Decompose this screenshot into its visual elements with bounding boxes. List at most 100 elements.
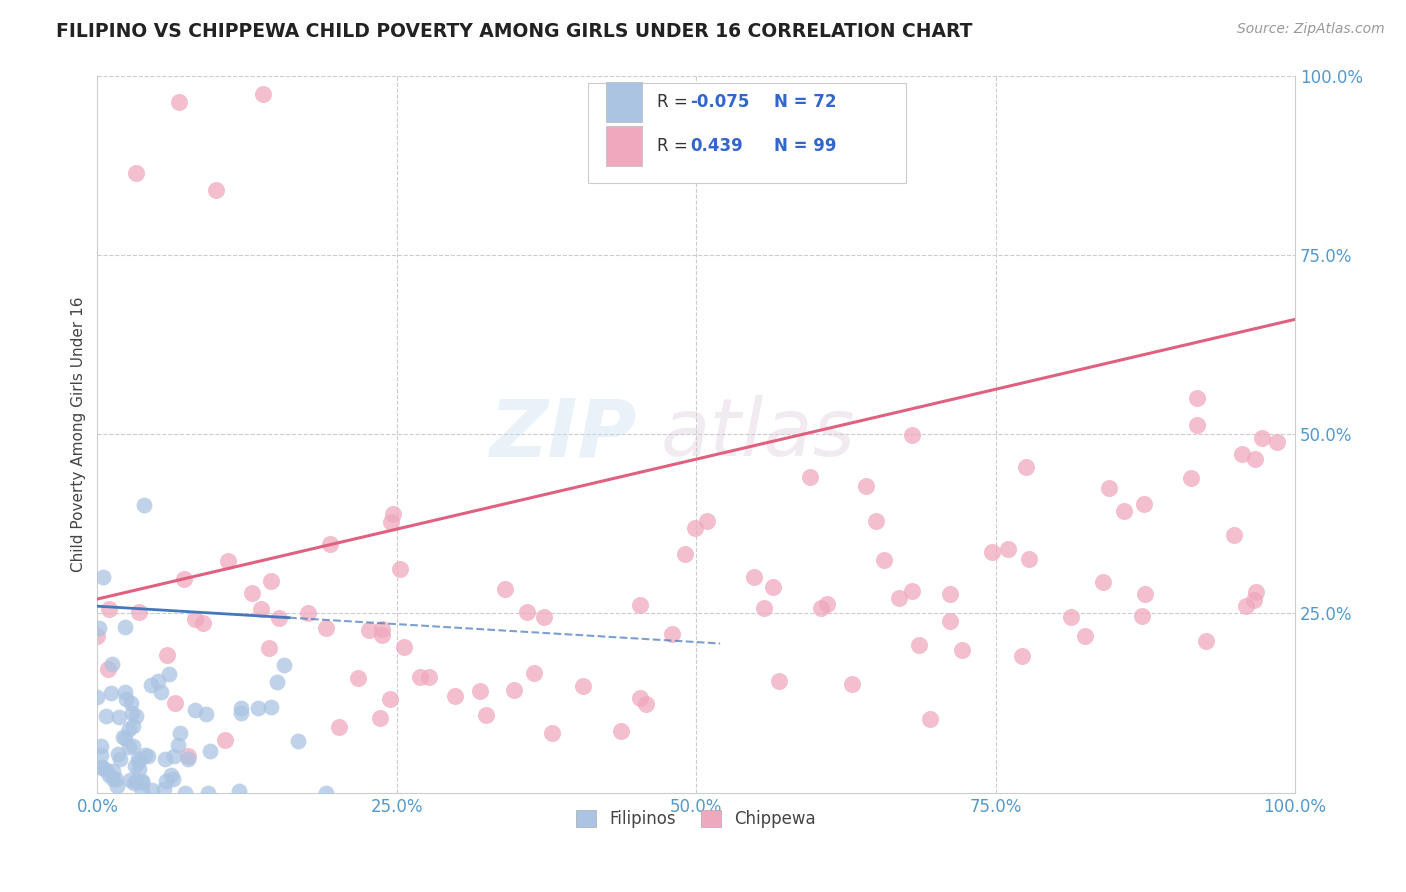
Point <box>167 739 190 753</box>
Point <box>533 609 555 624</box>
Point <box>418 670 440 684</box>
Point <box>515 605 537 619</box>
Point <box>855 478 877 492</box>
Point <box>810 600 832 615</box>
Point <box>167 95 190 109</box>
Point <box>287 733 309 747</box>
Point <box>252 87 274 102</box>
Point <box>920 713 942 727</box>
Point <box>1098 481 1121 495</box>
Point <box>118 722 141 736</box>
Point <box>1265 434 1288 449</box>
Point <box>157 666 180 681</box>
Point <box>540 726 562 740</box>
Point <box>122 776 145 790</box>
Point <box>249 602 271 616</box>
Point <box>174 786 197 800</box>
Point <box>120 773 142 788</box>
Point <box>87 621 110 635</box>
Point <box>131 774 153 789</box>
Point <box>114 731 136 745</box>
Point <box>939 587 962 601</box>
Point <box>128 754 150 768</box>
Point <box>371 628 394 642</box>
Point <box>523 665 546 680</box>
Point <box>1230 447 1253 461</box>
Point <box>94 763 117 777</box>
Point <box>214 733 236 747</box>
Point <box>315 621 337 635</box>
Point <box>610 723 633 738</box>
Point <box>683 521 706 535</box>
Point <box>1180 471 1202 485</box>
Y-axis label: Child Poverty Among Girls Under 16: Child Poverty Among Girls Under 16 <box>72 296 86 572</box>
Point <box>389 562 412 576</box>
Point <box>1060 610 1083 624</box>
Point <box>139 678 162 692</box>
Point <box>762 580 785 594</box>
Point <box>1133 497 1156 511</box>
Point <box>90 739 112 753</box>
Point <box>1223 528 1246 542</box>
Point <box>673 548 696 562</box>
Point <box>315 786 337 800</box>
Point <box>409 670 432 684</box>
Point <box>118 739 141 754</box>
Text: N = 72: N = 72 <box>775 93 837 111</box>
Point <box>169 726 191 740</box>
Point <box>494 582 516 596</box>
Point <box>357 624 380 638</box>
Point <box>939 614 962 628</box>
Point <box>378 692 401 706</box>
Point <box>328 720 350 734</box>
Point <box>107 747 129 762</box>
Point <box>103 772 125 786</box>
Point <box>91 570 114 584</box>
Point <box>155 773 177 788</box>
Text: atlas: atlas <box>661 395 855 473</box>
Point <box>132 498 155 512</box>
Point <box>815 598 838 612</box>
Text: R =: R = <box>657 93 688 111</box>
Point <box>200 744 222 758</box>
Point <box>184 703 207 717</box>
Text: 0.439: 0.439 <box>690 136 742 155</box>
Point <box>155 752 177 766</box>
FancyBboxPatch shape <box>588 83 905 183</box>
Point <box>380 515 402 529</box>
Point <box>768 673 790 688</box>
Point <box>136 749 159 764</box>
Point <box>86 690 108 704</box>
Point <box>197 786 219 800</box>
Point <box>1018 552 1040 566</box>
Text: Source: ZipAtlas.com: Source: ZipAtlas.com <box>1237 22 1385 37</box>
Point <box>1130 609 1153 624</box>
Point <box>124 773 146 788</box>
Point <box>105 772 128 787</box>
Point <box>105 780 128 794</box>
Point <box>443 690 465 704</box>
Point <box>131 775 153 789</box>
Point <box>273 657 295 672</box>
Point <box>108 710 131 724</box>
Point <box>160 768 183 782</box>
Point <box>246 701 269 715</box>
Point <box>841 677 863 691</box>
Point <box>195 707 218 722</box>
Point <box>887 591 910 605</box>
Point <box>1015 459 1038 474</box>
Point <box>217 554 239 568</box>
Point <box>165 697 187 711</box>
Point <box>1251 431 1274 445</box>
Point <box>900 583 922 598</box>
Point <box>94 709 117 723</box>
Point <box>121 706 143 721</box>
Point <box>628 690 651 705</box>
Point <box>980 545 1002 559</box>
Point <box>468 683 491 698</box>
Point <box>1244 585 1267 599</box>
Point <box>257 640 280 655</box>
Point <box>1243 452 1265 467</box>
Point <box>266 675 288 690</box>
Bar <box>606 126 643 166</box>
